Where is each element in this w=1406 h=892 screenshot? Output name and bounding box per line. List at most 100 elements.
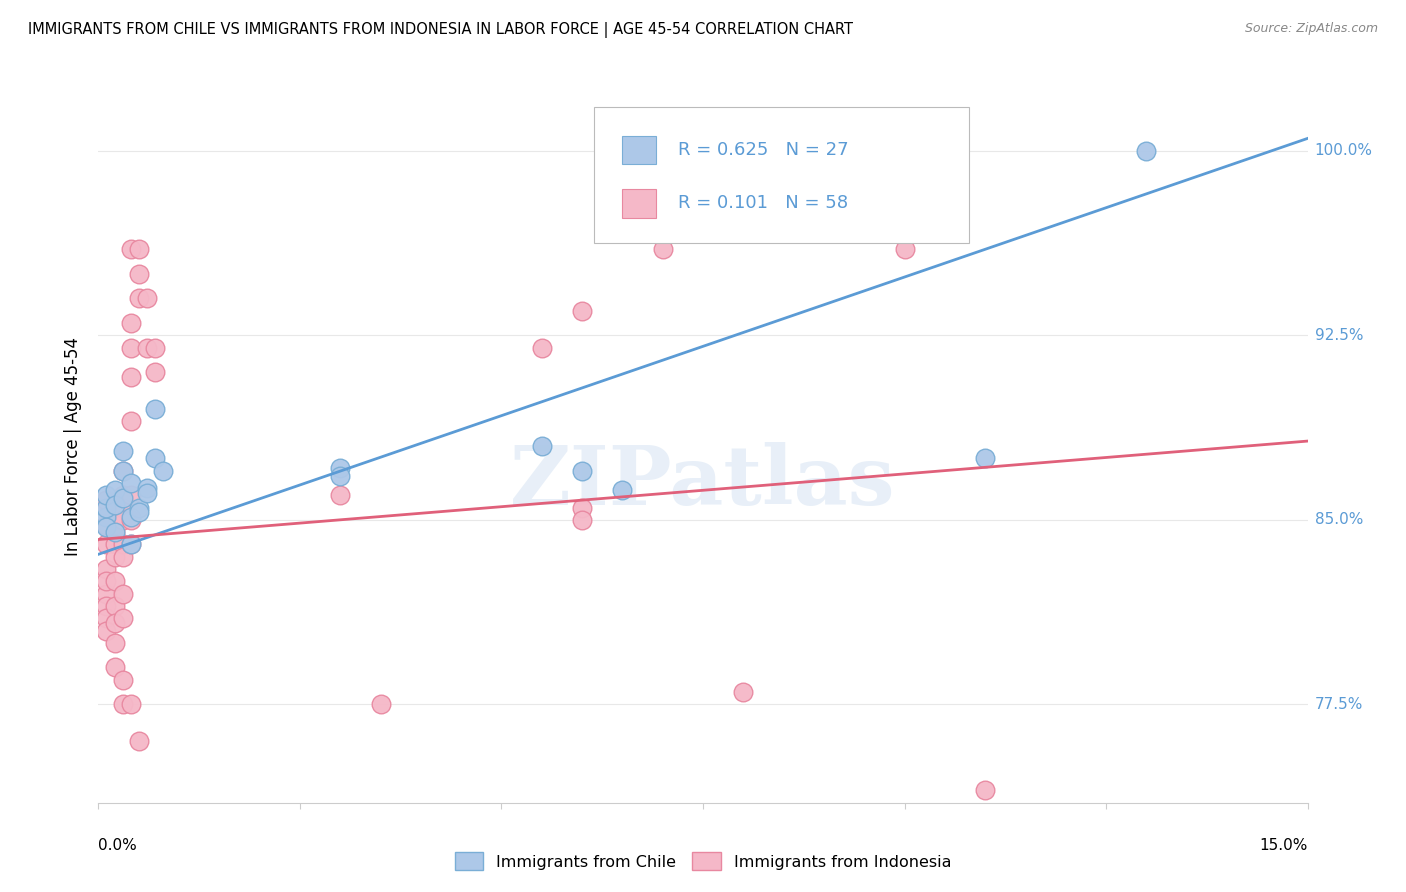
Point xyxy=(974,783,997,797)
Point xyxy=(120,537,142,551)
Point xyxy=(111,464,134,478)
Point xyxy=(111,537,134,551)
Point xyxy=(530,439,553,453)
Point xyxy=(111,698,134,712)
Point xyxy=(329,488,352,502)
Point xyxy=(128,500,150,515)
Point xyxy=(111,549,134,564)
Point xyxy=(96,493,118,508)
Point xyxy=(103,537,125,551)
Point xyxy=(143,402,166,417)
Point xyxy=(111,513,134,527)
Point xyxy=(612,483,634,498)
Point xyxy=(128,242,150,256)
Point xyxy=(96,562,118,576)
Point xyxy=(103,513,125,527)
Text: 15.0%: 15.0% xyxy=(1260,838,1308,854)
Point xyxy=(103,549,125,564)
Point xyxy=(120,475,142,490)
Point xyxy=(111,500,134,515)
Point xyxy=(96,611,118,625)
Point xyxy=(135,291,157,305)
Point xyxy=(120,513,142,527)
Point xyxy=(111,464,134,478)
Point xyxy=(120,242,142,256)
Point xyxy=(651,242,673,256)
Point xyxy=(120,414,142,428)
Point xyxy=(135,341,157,355)
FancyBboxPatch shape xyxy=(621,136,655,164)
Point xyxy=(329,468,352,483)
Point xyxy=(96,587,118,601)
Point xyxy=(120,537,142,551)
Point xyxy=(111,673,134,687)
Point xyxy=(128,734,150,748)
Point xyxy=(96,500,118,515)
Point xyxy=(120,341,142,355)
Point xyxy=(571,500,593,515)
Legend: Immigrants from Chile, Immigrants from Indonesia: Immigrants from Chile, Immigrants from I… xyxy=(449,846,957,877)
Point xyxy=(103,498,125,512)
Point xyxy=(96,537,118,551)
Y-axis label: In Labor Force | Age 45-54: In Labor Force | Age 45-54 xyxy=(65,336,83,556)
Point xyxy=(96,500,118,515)
Point xyxy=(135,485,157,500)
Point xyxy=(893,242,915,256)
Point xyxy=(111,444,134,458)
Point xyxy=(135,481,157,495)
Text: 100.0%: 100.0% xyxy=(1315,144,1372,158)
Text: 77.5%: 77.5% xyxy=(1315,697,1362,712)
Point xyxy=(103,525,125,540)
Point xyxy=(128,267,150,281)
Text: 85.0%: 85.0% xyxy=(1315,512,1362,527)
Point xyxy=(111,611,134,625)
Point xyxy=(111,587,134,601)
FancyBboxPatch shape xyxy=(621,189,655,218)
Text: 0.0%: 0.0% xyxy=(98,838,138,854)
Point xyxy=(120,316,142,330)
Point xyxy=(103,636,125,650)
Point xyxy=(120,488,142,502)
Point xyxy=(329,461,352,475)
Point xyxy=(103,500,125,515)
Point xyxy=(103,525,125,540)
Point xyxy=(103,483,125,498)
Point xyxy=(120,370,142,384)
Text: Source: ZipAtlas.com: Source: ZipAtlas.com xyxy=(1244,22,1378,36)
FancyBboxPatch shape xyxy=(595,107,969,243)
Point xyxy=(571,464,593,478)
Point xyxy=(120,510,142,524)
Point xyxy=(733,685,755,699)
Point xyxy=(111,488,134,502)
Text: R = 0.625   N = 27: R = 0.625 N = 27 xyxy=(678,141,848,159)
Point xyxy=(530,341,553,355)
Point xyxy=(974,451,997,466)
Point xyxy=(1216,808,1239,822)
Text: ZIPatlas: ZIPatlas xyxy=(510,442,896,522)
Point xyxy=(128,291,150,305)
Point xyxy=(96,517,118,532)
Point xyxy=(103,599,125,613)
Point xyxy=(96,520,118,534)
Point xyxy=(96,599,118,613)
Point xyxy=(96,488,118,502)
Point xyxy=(103,616,125,631)
Point xyxy=(1135,144,1157,158)
Point xyxy=(143,341,166,355)
Point xyxy=(96,574,118,589)
Text: IMMIGRANTS FROM CHILE VS IMMIGRANTS FROM INDONESIA IN LABOR FORCE | AGE 45-54 CO: IMMIGRANTS FROM CHILE VS IMMIGRANTS FROM… xyxy=(28,22,853,38)
Point xyxy=(120,698,142,712)
Point xyxy=(571,513,593,527)
Point xyxy=(96,510,118,524)
Point xyxy=(143,365,166,379)
Point xyxy=(571,303,593,318)
Point xyxy=(143,451,166,466)
Point xyxy=(103,574,125,589)
Text: R = 0.101   N = 58: R = 0.101 N = 58 xyxy=(678,194,848,212)
Point xyxy=(96,624,118,638)
Point xyxy=(103,660,125,674)
Point xyxy=(370,698,392,712)
Point xyxy=(111,491,134,505)
Text: 92.5%: 92.5% xyxy=(1315,327,1362,343)
Point xyxy=(128,505,150,519)
